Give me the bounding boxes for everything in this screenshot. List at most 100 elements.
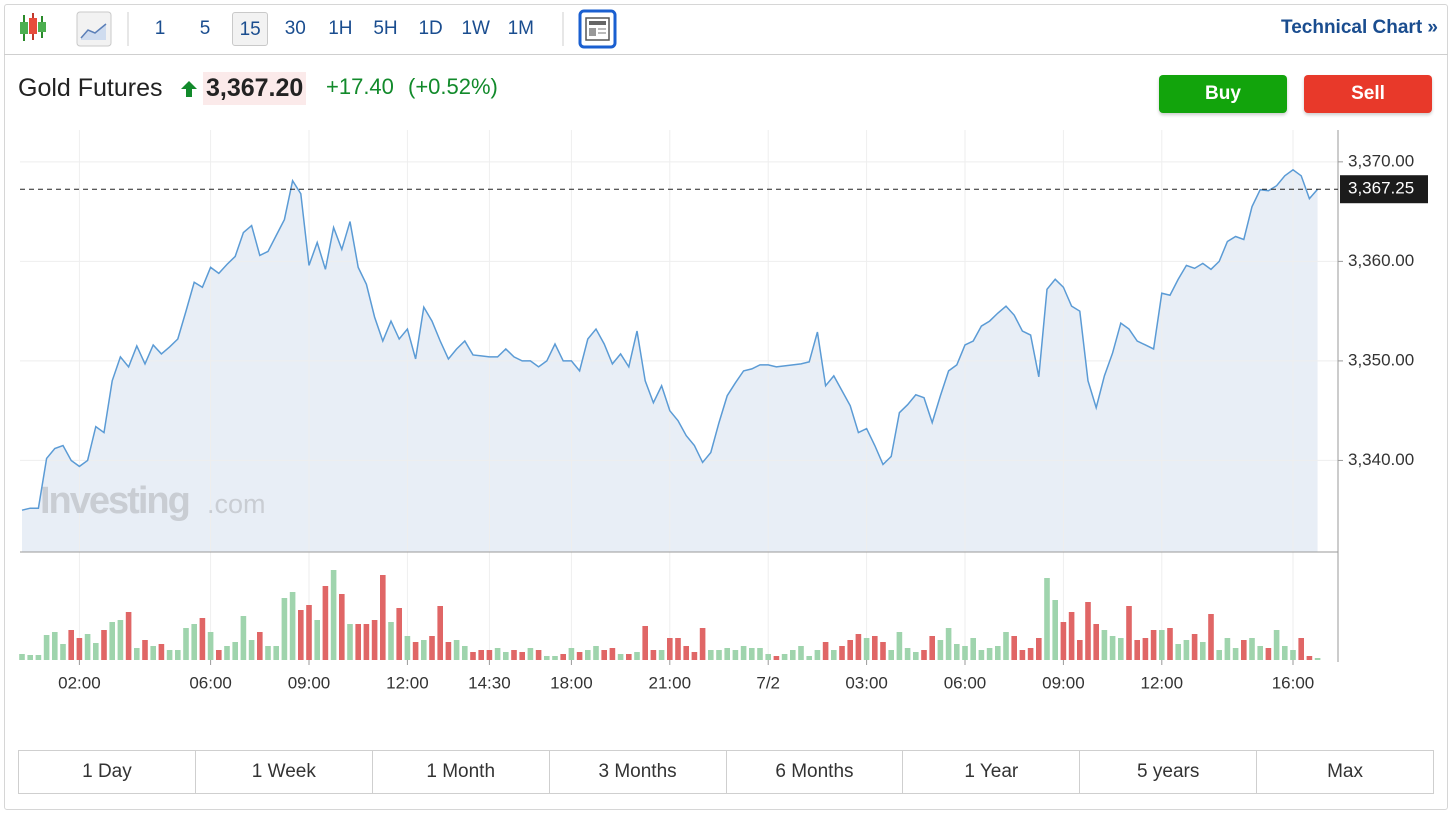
volume-bar	[1208, 614, 1214, 660]
volume-bar	[486, 650, 493, 660]
volume-bar	[183, 628, 189, 660]
interval-button[interactable]: 30	[284, 18, 306, 39]
volume-bar	[1077, 640, 1083, 660]
volume-bar	[1265, 648, 1272, 660]
volume-bar	[207, 632, 214, 660]
volume-bar	[1159, 630, 1165, 660]
volume-bar	[683, 646, 689, 660]
range-button[interactable]: 6 Months	[725, 751, 903, 793]
x-tick-label: 16:00	[1272, 673, 1315, 692]
candlestick-icon[interactable]	[20, 13, 46, 41]
volume-bar	[1027, 648, 1034, 660]
sell-button[interactable]: Sell	[1304, 75, 1432, 113]
volume-bar	[749, 648, 755, 660]
volume-bar	[831, 650, 837, 660]
volume-bar	[1118, 638, 1124, 660]
volume-bar	[535, 650, 542, 660]
volume-bar	[716, 650, 722, 660]
y-tick-label: 3,370.00	[1348, 151, 1414, 170]
volume-bar	[1290, 650, 1296, 660]
volume-bar	[880, 642, 886, 660]
volume-bar	[494, 648, 501, 660]
volume-bar	[1060, 622, 1067, 660]
x-tick-label: 03:00	[845, 673, 888, 692]
volume-bar	[355, 624, 361, 660]
volume-bar	[814, 650, 821, 660]
volume-bar	[68, 630, 74, 660]
volume-bar	[1241, 640, 1247, 660]
volume-bar	[806, 656, 812, 660]
volume-bar	[470, 652, 476, 660]
range-button[interactable]: Max	[1256, 751, 1433, 793]
volume-bar	[913, 652, 919, 660]
volume-bar	[929, 636, 935, 660]
range-button[interactable]: 1 Week	[194, 751, 372, 793]
news-icon[interactable]	[578, 9, 617, 49]
interval-button[interactable]: 1M	[507, 18, 534, 39]
volume-bar	[281, 598, 288, 660]
price-line	[21, 168, 1319, 511]
interval-button[interactable]: 15	[232, 12, 269, 46]
technical-chart-link[interactable]: Technical Chart »	[1281, 17, 1438, 38]
interval-button[interactable]: 1W	[461, 18, 490, 39]
y-tick-label: 3,340.00	[1348, 450, 1414, 469]
volume-bar	[732, 650, 739, 660]
interval-button[interactable]: 1H	[328, 18, 353, 39]
volume-bar	[125, 612, 132, 660]
volume-bar	[773, 656, 780, 660]
volume-bar	[1093, 624, 1099, 660]
volume-bar	[576, 652, 583, 660]
interval-button[interactable]: 1D	[418, 18, 443, 39]
volume-bar	[954, 644, 960, 660]
x-tick-label: 09:00	[288, 673, 331, 692]
interval-button[interactable]: 1	[154, 18, 166, 39]
volume-bar	[863, 638, 870, 660]
volume-bar	[888, 650, 894, 660]
volume-bar	[322, 586, 329, 660]
volume-bar	[84, 634, 91, 660]
volume-bar	[1101, 630, 1108, 660]
volume-bar	[708, 650, 714, 660]
volume-bar	[396, 608, 402, 660]
volume-bar	[1298, 638, 1304, 660]
volume-bar	[839, 646, 845, 660]
volume-bar	[134, 648, 140, 660]
volume-bar	[675, 638, 681, 660]
volume-bar	[790, 650, 796, 660]
range-button[interactable]: 1 Month	[371, 751, 549, 793]
range-button[interactable]: 1 Year	[902, 751, 1079, 793]
volume-bar	[1011, 636, 1017, 660]
price-area	[22, 169, 1318, 552]
range-button[interactable]: 1 Day	[82, 761, 132, 782]
volume-bar	[544, 656, 550, 660]
volume-bar	[1306, 656, 1313, 660]
volume-bar	[798, 646, 804, 660]
volume-bar	[658, 650, 665, 660]
volume-bar	[462, 646, 468, 660]
volume-bar	[724, 648, 730, 660]
volume-bar	[667, 638, 673, 660]
volume-bar	[511, 650, 517, 660]
volume-bar	[412, 642, 419, 660]
buy-button[interactable]: Buy	[1159, 75, 1287, 113]
volume-bar	[921, 650, 927, 660]
range-button[interactable]: 5 years	[1079, 751, 1256, 793]
volume-bar	[1142, 638, 1149, 660]
volume-bar	[1003, 632, 1009, 660]
volume-bar	[872, 636, 878, 660]
volume-bar	[560, 654, 566, 660]
volume-bar	[314, 620, 320, 660]
interval-button[interactable]: 5H	[373, 18, 398, 39]
volume-bar	[593, 646, 599, 660]
last-price-box	[1340, 175, 1428, 204]
volume-bar	[970, 638, 976, 660]
x-tick-label: 02:00	[58, 673, 101, 692]
interval-button[interactable]: 5	[199, 18, 211, 39]
volume-bar	[199, 618, 206, 660]
line-chart-icon[interactable]	[76, 11, 112, 47]
volume-bar	[404, 636, 411, 660]
volume-bar	[240, 616, 247, 660]
price-change: +17.40	[326, 74, 394, 99]
range-button[interactable]: 3 Months	[548, 751, 726, 793]
volume-bar	[388, 622, 394, 660]
